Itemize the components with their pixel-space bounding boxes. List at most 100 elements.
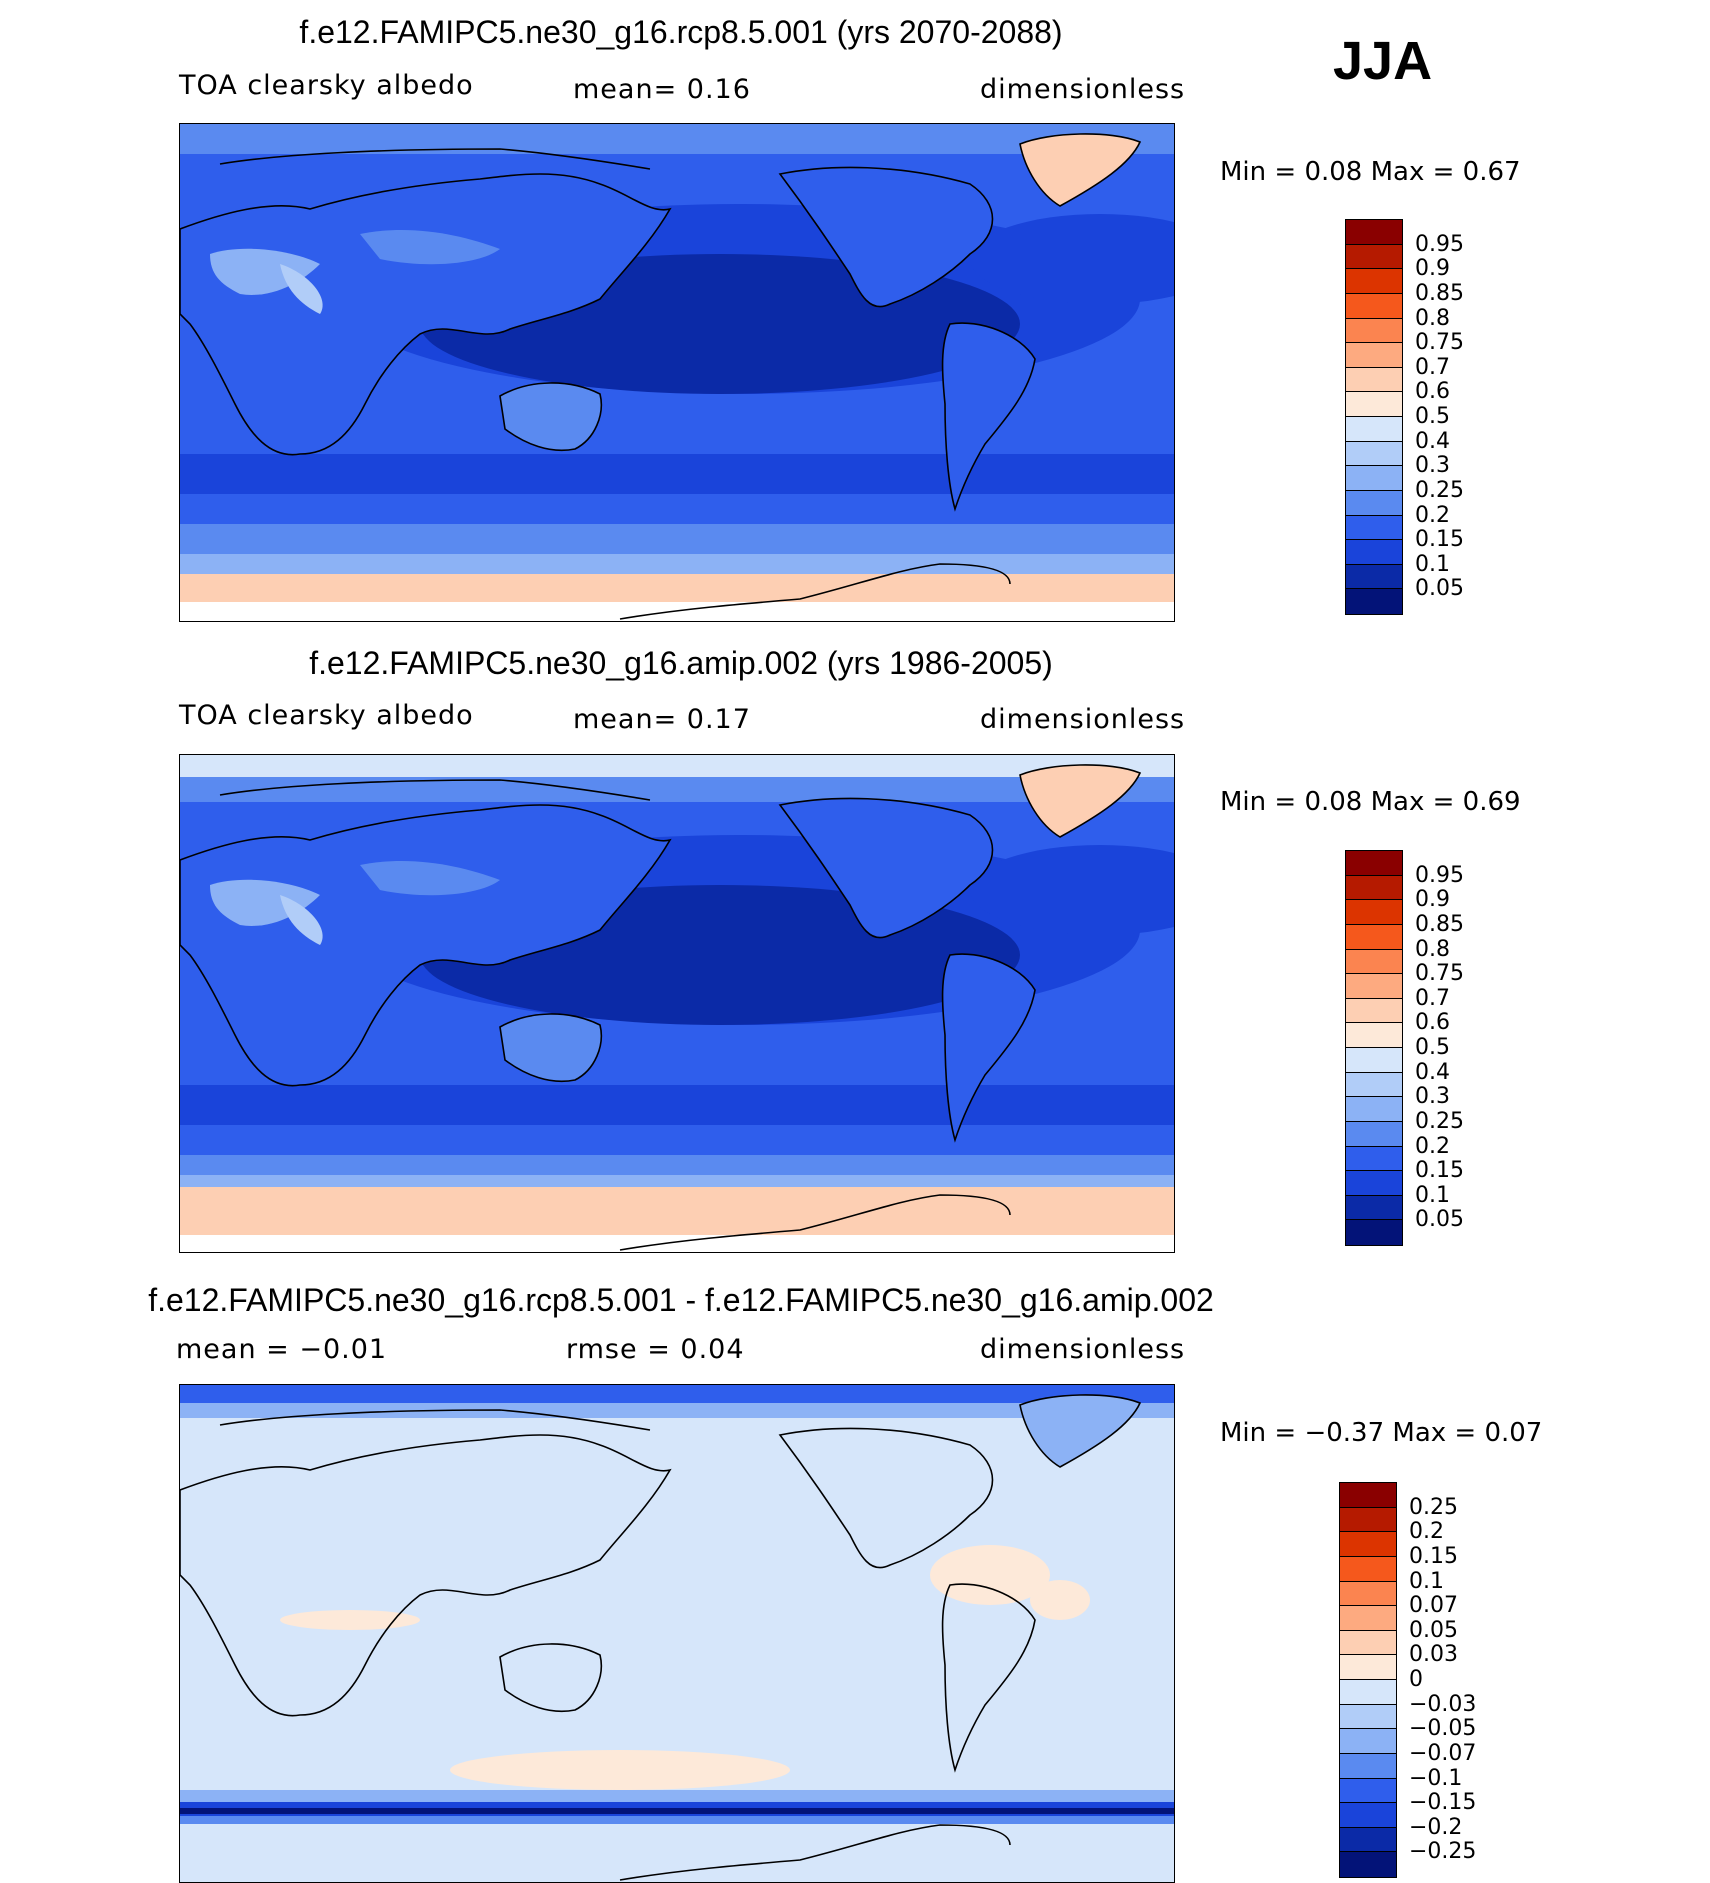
colorbar-swatch: [1340, 1729, 1396, 1754]
colorbar-swatch: [1340, 1704, 1396, 1730]
colorbar-tick-label: 0.1: [1415, 1182, 1450, 1208]
colorbar-tick-label: 0.15: [1409, 1543, 1458, 1569]
colorbar-swatch: [1340, 1532, 1396, 1557]
colorbar-tick-label: 0.4: [1415, 428, 1450, 454]
colorbar-swatch: [1346, 1048, 1402, 1073]
colorbar-tick-label: 0.9: [1415, 256, 1450, 282]
colorbar-swatch: [1346, 220, 1402, 245]
colorbar-tick-label: 0.3: [1415, 453, 1450, 479]
colorbar-swatch: [1346, 564, 1402, 590]
colorbar-swatch: [1340, 1778, 1396, 1804]
colorbar-swatch: [1346, 1146, 1402, 1172]
colorbar-tick-label: −0.03: [1409, 1691, 1477, 1717]
panel2-map-svg: [180, 755, 1174, 1252]
colorbar-swatch: [1346, 851, 1402, 876]
panel1-map-svg: [180, 124, 1174, 621]
colorbar-swatch: [1346, 490, 1402, 516]
colorbar-tick-label: 0.25: [1409, 1494, 1458, 1520]
panel2-minmax: Min = 0.08 Max = 0.69: [1220, 787, 1521, 817]
colorbar-tick-label: 0.07: [1409, 1593, 1458, 1619]
colorbar-tick-label: 0.8: [1415, 305, 1450, 331]
colorbar-swatch: [1346, 1121, 1402, 1147]
colorbar-tick-label: −0.25: [1409, 1839, 1477, 1865]
colorbar-swatch: [1346, 1220, 1402, 1245]
colorbar-swatch: [1340, 1753, 1396, 1779]
colorbar-swatch: [1346, 1195, 1402, 1221]
colorbar-swatch: [1346, 1097, 1402, 1122]
colorbar-swatch: [1346, 1023, 1402, 1048]
colorbar-swatch: [1346, 367, 1402, 393]
panel1-variable: TOA clearsky albedo: [179, 70, 474, 101]
colorbar-tick-label: 0.05: [1409, 1617, 1458, 1643]
colorbar-tick-label: 0: [1409, 1667, 1423, 1692]
panel3-map: [179, 1384, 1175, 1883]
panel2-units: dimensionless: [980, 704, 1186, 735]
colorbar-swatch: [1346, 900, 1402, 925]
colorbar-tick-label: −0.05: [1409, 1716, 1477, 1742]
colorbar-tick-label: 0.15: [1415, 527, 1464, 553]
colorbar-swatch: [1346, 540, 1402, 565]
colorbar-tick-label: 0.15: [1415, 1158, 1464, 1184]
colorbar-tick-label: 0.25: [1415, 477, 1464, 503]
colorbar-tick-label: 0.1: [1409, 1568, 1444, 1594]
colorbar-swatch: [1340, 1680, 1396, 1705]
colorbar-tick-label: 0.75: [1415, 330, 1464, 356]
colorbar-tick-label: 0.9: [1415, 887, 1450, 913]
colorbar-tick-label: 0.6: [1415, 379, 1450, 405]
colorbar-swatch: [1346, 875, 1402, 901]
panel1-mean: mean= 0.16: [573, 74, 751, 105]
colorbar-tick-label: 0.8: [1415, 936, 1450, 962]
colorbar-swatch: [1346, 244, 1402, 270]
colorbar-tick-label: 0.1: [1415, 551, 1450, 577]
colorbar-swatch: [1346, 1072, 1402, 1098]
colorbar-swatch: [1346, 998, 1402, 1024]
colorbar-swatch: [1346, 924, 1402, 950]
panel1-map: [179, 123, 1175, 622]
colorbar-swatch: [1340, 1483, 1396, 1508]
season-label: JJA: [1333, 31, 1433, 91]
colorbar-tick-label: 0.85: [1415, 280, 1464, 306]
colorbar-swatch: [1346, 343, 1402, 368]
colorbar-tick-label: 0.2: [1415, 1133, 1450, 1159]
colorbar-swatch: [1340, 1507, 1396, 1533]
colorbar-tick-label: 0.85: [1415, 911, 1464, 937]
colorbar-tick-label: −0.15: [1409, 1790, 1477, 1816]
colorbar-tick-label: 0.95: [1415, 862, 1464, 888]
colorbar-swatch: [1346, 441, 1402, 467]
colorbar-swatch: [1346, 949, 1402, 975]
colorbar-tick-label: −0.2: [1409, 1814, 1463, 1840]
colorbar-tick-label: 0.5: [1415, 1035, 1450, 1060]
colorbar-swatch: [1340, 1606, 1396, 1631]
colorbar-swatch: [1340, 1827, 1396, 1853]
panel2-variable: TOA clearsky albedo: [179, 700, 474, 731]
panel3-rmse: rmse = 0.04: [566, 1334, 745, 1365]
panel3-minmax: Min = −0.37 Max = 0.07: [1220, 1418, 1543, 1448]
colorbar-tick-label: 0.7: [1415, 985, 1450, 1011]
colorbar-swatch: [1346, 318, 1402, 344]
colorbar-tick-label: 0.5: [1415, 404, 1450, 429]
colorbar-tick-label: 0.4: [1415, 1059, 1450, 1085]
colorbar-tick-label: 0.25: [1415, 1108, 1464, 1134]
panel2-title: f.e12.FAMIPC5.ne30_g16.amip.002 (yrs 198…: [309, 645, 1053, 681]
colorbar-tick-label: 0.75: [1415, 961, 1464, 987]
colorbar-swatch: [1346, 466, 1402, 491]
colorbar-swatch: [1340, 1556, 1396, 1582]
colorbar-tick-label: 0.03: [1409, 1642, 1458, 1668]
panel1-title: f.e12.FAMIPC5.ne30_g16.rcp8.5.001 (yrs 2…: [299, 14, 1063, 50]
colorbar-swatch: [1346, 1171, 1402, 1196]
colorbar-tick-label: 0.2: [1415, 502, 1450, 528]
panel2-mean: mean= 0.17: [573, 704, 751, 735]
colorbar-swatch: [1346, 974, 1402, 999]
panel3-map-svg: [180, 1385, 1174, 1882]
panel1-units: dimensionless: [980, 74, 1186, 105]
colorbar-tick-label: 0.6: [1415, 1010, 1450, 1036]
colorbar-swatch: [1346, 417, 1402, 442]
colorbar-tick-label: 0.95: [1415, 231, 1464, 257]
panel3-title: f.e12.FAMIPC5.ne30_g16.rcp8.5.001 - f.e1…: [148, 1282, 1214, 1318]
panel3-units: dimensionless: [980, 1334, 1186, 1365]
colorbar-swatch: [1346, 515, 1402, 541]
panel1-minmax: Min = 0.08 Max = 0.67: [1220, 157, 1521, 187]
panel2-map: [179, 754, 1175, 1253]
colorbar-tick-label: 0.05: [1415, 1207, 1464, 1233]
colorbar-swatch: [1346, 589, 1402, 614]
